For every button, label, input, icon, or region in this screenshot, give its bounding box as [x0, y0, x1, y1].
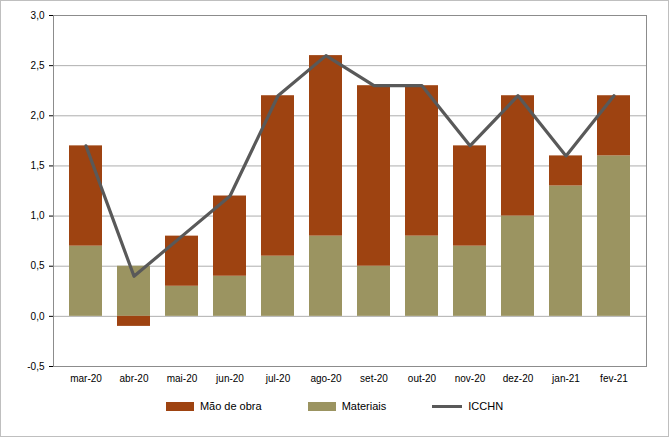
html-text:Materiais: Materiais: [341, 400, 387, 412]
svg-text:out-20: out-20: [408, 373, 437, 384]
svg-text:2,5: 2,5: [31, 60, 45, 71]
svg-text:set-20: set-20: [360, 373, 388, 384]
html-text:ICCHN: ICCHN: [468, 400, 504, 412]
svg-text:nov-20: nov-20: [455, 373, 486, 384]
svg-text:ago-20: ago-20: [310, 373, 342, 384]
svg-text:jul-20: jul-20: [265, 373, 291, 384]
svg-text:1,0: 1,0: [31, 210, 45, 221]
svg-text:0,5: 0,5: [31, 260, 45, 271]
svg-text:-0,5: -0,5: [27, 361, 45, 372]
svg-text:jan-21: jan-21: [551, 373, 580, 384]
svg-text:3,0: 3,0: [31, 10, 45, 21]
svg-text:0,0: 0,0: [31, 311, 45, 322]
svg-text:2,0: 2,0: [31, 110, 45, 121]
svg-text:mai-20: mai-20: [167, 373, 198, 384]
svg-text:abr-20: abr-20: [120, 373, 149, 384]
svg-text:jun-20: jun-20: [215, 373, 244, 384]
html-text:Mão de obra: Mão de obra: [199, 400, 262, 412]
svg-text:1,5: 1,5: [31, 160, 45, 171]
svg-text:mar-20: mar-20: [70, 373, 102, 384]
svg-text:dez-20: dez-20: [503, 373, 534, 384]
svg-text:fev-21: fev-21: [600, 373, 628, 384]
